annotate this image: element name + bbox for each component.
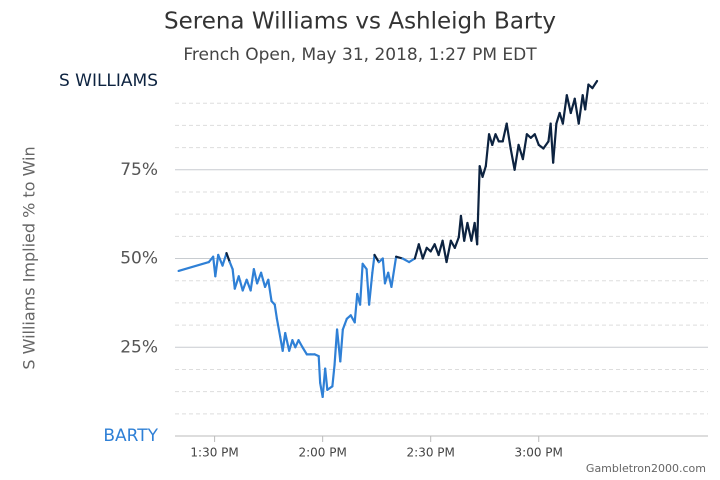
line-segment [561, 94, 568, 125]
line-segment [339, 328, 344, 363]
line-segment [368, 271, 374, 306]
line-segment [317, 355, 322, 384]
line-segment [353, 292, 359, 324]
line-segment [505, 122, 512, 150]
line-segment [565, 94, 572, 115]
line-segment [297, 339, 304, 349]
line-segment [577, 94, 584, 125]
line-segment [359, 262, 364, 306]
line-segment [249, 268, 255, 292]
x-tick-label: 3:00 PM [515, 446, 563, 460]
line-segment [371, 253, 376, 274]
line-segment [501, 122, 508, 143]
line-segment [407, 257, 416, 264]
line-segment [284, 331, 291, 352]
line-segment [381, 257, 387, 285]
line-segment [533, 133, 540, 146]
line-segment [361, 262, 368, 271]
y-tick-label: 50% [120, 249, 158, 269]
line-segment [177, 260, 210, 273]
y-tick-label: 75% [120, 160, 158, 180]
x-tick-label: 2:00 PM [298, 446, 346, 460]
line-segment [331, 363, 336, 388]
line-segment [513, 143, 520, 171]
line-segment [401, 257, 411, 264]
line-segment [491, 133, 497, 146]
line-segment [417, 243, 424, 260]
line-segment [573, 97, 580, 125]
x-tick-label: 1:30 PM [190, 446, 238, 460]
line-segment [273, 303, 279, 320]
line-segment [341, 317, 348, 331]
line-segment [459, 214, 466, 242]
line-segment [463, 221, 469, 242]
line-segment [466, 221, 473, 242]
line-segment [324, 367, 329, 391]
line-segment [395, 255, 404, 260]
credit: Gambletron2000.com [586, 462, 706, 475]
chart-title: Serena Williams vs Ashleigh Barty [164, 9, 556, 35]
line-segment [453, 236, 460, 249]
line-segment [421, 246, 428, 260]
line-segment [241, 278, 248, 292]
line-segment [542, 140, 550, 150]
line-segment [584, 83, 590, 111]
y-tick-label: 25% [120, 337, 158, 357]
y-tick-label: BARTY [103, 426, 158, 446]
line-segment [445, 239, 452, 264]
line-segment [233, 275, 240, 290]
line-segment [591, 79, 599, 90]
x-tick-label: 2:30 PM [407, 446, 455, 460]
line-segment [509, 147, 516, 171]
line-segment [373, 253, 380, 264]
line-segment [237, 275, 244, 292]
line-segment [225, 252, 231, 264]
line-segment [476, 165, 481, 246]
line-segment [481, 165, 487, 178]
line-segment [433, 243, 440, 257]
chart-subtitle: French Open, May 31, 2018, 1:27 PM EDT [183, 45, 537, 65]
line-segment [484, 133, 491, 168]
line-segment [441, 239, 448, 264]
line-segment [301, 346, 308, 356]
line-segment [267, 278, 273, 303]
line-segment [413, 243, 420, 260]
line-segment [288, 339, 294, 352]
y-axis-label: S Williams Implied % to Win [20, 146, 39, 369]
line-segment [256, 271, 263, 285]
line-segment [390, 255, 398, 288]
line-segment [552, 122, 558, 164]
y-tick-label: S WILLIAMS [59, 71, 158, 91]
line-segment [259, 271, 267, 288]
line-segment [252, 268, 259, 285]
line-segment [228, 260, 234, 271]
line-segment [231, 268, 236, 290]
line-segment [494, 133, 500, 143]
line-segment [217, 253, 224, 267]
line-segment [214, 253, 220, 278]
line-segment [221, 252, 228, 267]
line-segment [275, 317, 282, 338]
line-segment [521, 133, 528, 161]
